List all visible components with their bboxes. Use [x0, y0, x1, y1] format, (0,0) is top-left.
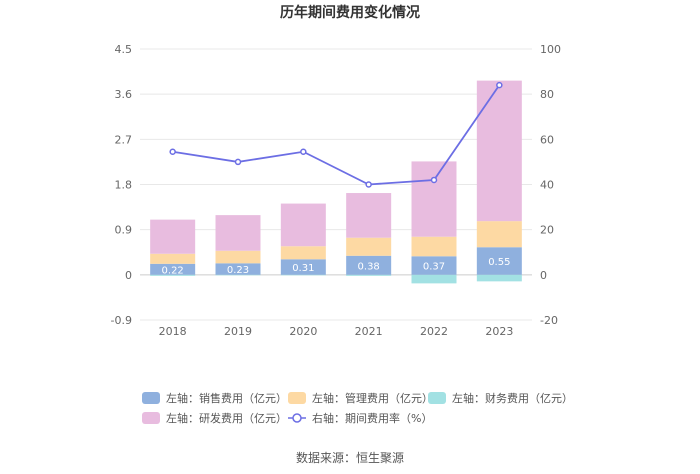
bar-0-2021	[346, 255, 392, 275]
legend-label-4: 右轴：期间费用率（%）	[312, 411, 432, 425]
bars-layer	[150, 80, 522, 284]
rate-line	[172, 84, 501, 186]
legend-swatch-3	[142, 412, 160, 424]
left-tick-label: 0	[125, 269, 132, 282]
bar-1-2023	[476, 221, 522, 248]
bar-1-2018	[150, 253, 196, 264]
right-tick-label: 0	[540, 269, 547, 282]
rate-point-2018	[169, 148, 176, 156]
left-tick-label: 2.7	[115, 133, 133, 146]
bar-3-2019	[215, 215, 261, 251]
x-tick-label: 2021	[355, 325, 383, 338]
right-tick-label: 80	[540, 88, 554, 101]
rate-point-2020	[300, 148, 307, 156]
left-axis-ticks: 4.5 3.6 2.7 1.8 0.9 0 -0.9	[111, 43, 132, 327]
bar-value-label: 0.23	[227, 265, 249, 276]
legend-swatch-0	[142, 392, 160, 404]
bar-labels-layer: 0.22 0.23 0.31 0.38 0.37 0.55	[162, 257, 511, 276]
right-tick-label: -20	[540, 314, 558, 327]
bar-0-2022	[411, 256, 457, 275]
bar-2-2022	[411, 274, 457, 284]
right-tick-label: 40	[540, 179, 554, 192]
x-tick-label: 2019	[224, 325, 252, 338]
bar-value-label: 0.31	[292, 263, 314, 274]
bar-3-2018	[150, 219, 196, 254]
x-tick-label: 2020	[289, 325, 317, 338]
right-tick-label: 100	[540, 43, 561, 56]
right-tick-label: 60	[540, 133, 554, 146]
bar-2-2020	[280, 274, 326, 276]
rate-point-2022	[430, 176, 438, 184]
bar-value-label: 0.55	[488, 257, 510, 268]
chart-title: 历年期间费用变化情况	[280, 4, 420, 21]
left-tick-label: 4.5	[115, 43, 133, 56]
bar-3-2023	[476, 80, 522, 222]
legend-label-1: 左轴：管理费用（亿元）	[312, 391, 433, 405]
rate-point-2019	[234, 158, 242, 166]
legend-label-0: 左轴：销售费用（亿元）	[166, 391, 287, 405]
bar-2-2023	[476, 274, 522, 282]
bar-value-label: 0.22	[162, 265, 184, 276]
legend-line-marker	[292, 413, 302, 423]
legend-label-3: 左轴：研发费用（亿元）	[166, 411, 287, 425]
source-text: 数据来源：恒生聚源	[296, 450, 404, 465]
rate-point-2021	[365, 181, 372, 188]
bar-value-label: 0.37	[423, 262, 445, 273]
left-tick-label: 1.8	[115, 179, 133, 192]
rate-line-layer	[169, 81, 503, 188]
bar-1-2021	[346, 237, 392, 256]
legend[interactable]: 左轴：销售费用（亿元） 左轴：管理费用（亿元） 左轴：财务费用（亿元） 左轴：研发费用…	[142, 391, 573, 425]
legend-swatch-2	[428, 392, 446, 404]
bar-3-2021	[346, 193, 392, 238]
bar-1-2019	[215, 250, 261, 264]
right-axis-ticks: 100 80 60 40 20 0 -20	[540, 43, 561, 327]
left-tick-label: 0.9	[115, 224, 133, 237]
bar-1-2022	[411, 236, 457, 257]
rate-point-2023	[496, 81, 503, 89]
x-tick-label: 2023	[485, 325, 513, 338]
bar-2-2018	[150, 274, 196, 276]
x-tick-label: 2018	[159, 325, 187, 338]
bar-0-2018	[150, 263, 196, 275]
bar-2-2019	[215, 274, 261, 276]
bar-0-2019	[215, 263, 261, 275]
x-tick-label: 2022	[420, 325, 448, 338]
left-tick-label: 3.6	[115, 88, 133, 101]
bar-3-2020	[280, 203, 326, 247]
bar-value-label: 0.38	[358, 261, 380, 272]
bar-0-2020	[280, 259, 326, 275]
legend-label-2: 左轴：财务费用（亿元）	[452, 391, 573, 405]
left-tick-label: -0.9	[111, 314, 132, 327]
grid-lines	[140, 48, 532, 321]
bar-3-2022	[411, 161, 457, 237]
bar-0-2023	[476, 247, 522, 275]
bar-2-2021	[346, 274, 392, 276]
right-tick-label: 20	[540, 224, 554, 237]
bar-1-2020	[280, 246, 326, 260]
x-axis-ticks: 2018 2019 2020 2021 2022 2023	[159, 325, 514, 338]
legend-swatch-1	[288, 392, 306, 404]
